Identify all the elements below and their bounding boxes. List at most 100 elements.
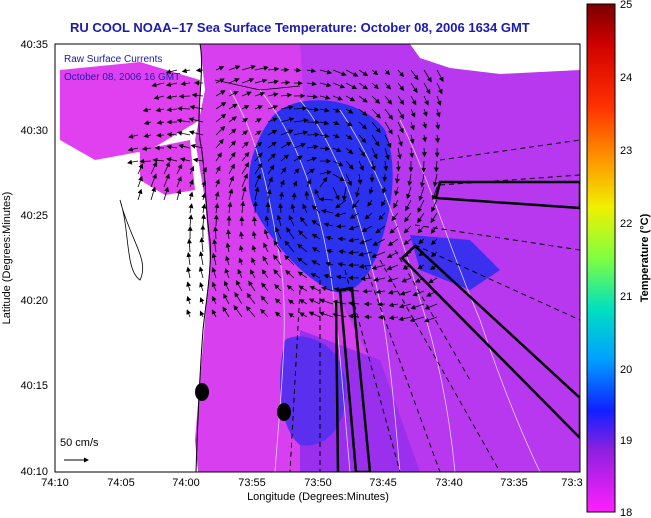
current-vector xyxy=(359,238,373,245)
current-vector xyxy=(418,186,425,202)
current-vector xyxy=(394,173,400,184)
current-vector xyxy=(189,104,204,110)
current-vector xyxy=(345,160,354,170)
current-vector xyxy=(434,134,440,144)
current-vector xyxy=(349,212,360,219)
current-vector xyxy=(357,173,363,185)
current-vector xyxy=(308,298,321,305)
current-vector xyxy=(178,143,191,149)
current-vector xyxy=(228,65,241,71)
current-vector xyxy=(419,173,425,188)
current-vector xyxy=(241,162,250,175)
current-vector xyxy=(228,175,235,188)
current-vector xyxy=(410,95,417,106)
current-vector xyxy=(371,108,381,119)
current-vector xyxy=(181,68,191,74)
colorbar-tick-label: 18 xyxy=(620,507,632,518)
current-vector xyxy=(372,238,386,246)
current-vector xyxy=(426,290,438,297)
current-vector xyxy=(371,251,386,258)
current-vector xyxy=(387,238,399,246)
current-vector xyxy=(409,147,415,159)
current-vector xyxy=(338,249,347,255)
current-vector xyxy=(199,310,205,318)
current-vector xyxy=(211,281,217,292)
current-vector xyxy=(215,178,220,188)
current-vector xyxy=(276,214,282,227)
x-tick-label: 73:50 xyxy=(304,477,332,489)
current-vector xyxy=(288,299,295,305)
current-vector xyxy=(280,80,291,86)
colorbar-tick-label: 21 xyxy=(620,291,632,303)
current-vector xyxy=(254,78,268,84)
current-vector xyxy=(291,192,297,201)
colorbar-tick-label: 22 xyxy=(620,218,632,230)
current-vector xyxy=(234,291,243,305)
colorbar-tick-label: 23 xyxy=(620,145,632,157)
current-vector xyxy=(319,170,332,175)
current-vector xyxy=(417,212,425,224)
current-vector xyxy=(241,141,249,149)
y-tick-label: 40:25 xyxy=(20,210,48,222)
current-vector xyxy=(332,147,342,153)
current-vector xyxy=(166,144,178,150)
current-vector xyxy=(228,91,239,97)
current-vector xyxy=(211,309,217,318)
current-vector xyxy=(251,244,257,253)
current-vector xyxy=(323,222,334,228)
current-vector xyxy=(358,108,368,117)
x-axis: 74:10 74:05 74:00 73:55 73:50 73:45 73:4… xyxy=(41,477,582,503)
current-vector xyxy=(279,191,284,201)
current-vector xyxy=(345,121,353,127)
current-vector xyxy=(254,105,264,110)
current-vector xyxy=(241,151,250,162)
current-vector xyxy=(325,235,334,241)
current-vector xyxy=(275,226,282,240)
current-vector xyxy=(371,147,378,160)
current-vector xyxy=(310,273,321,279)
current-vector xyxy=(381,186,387,194)
current-vector xyxy=(228,151,236,162)
current-vector xyxy=(228,78,240,84)
current-vector xyxy=(404,212,412,223)
current-vector xyxy=(297,243,308,253)
current-vector xyxy=(127,159,139,165)
current-vector xyxy=(335,274,347,280)
current-vector xyxy=(153,94,165,100)
current-vector xyxy=(299,216,308,227)
current-vector xyxy=(319,298,334,305)
current-vector xyxy=(163,186,169,201)
current-vector xyxy=(306,156,318,162)
current-vector xyxy=(223,293,230,305)
current-vector xyxy=(345,134,353,140)
current-vector xyxy=(286,227,295,240)
current-vector xyxy=(254,186,260,201)
current-vector xyxy=(306,144,319,150)
colorbar-gradient xyxy=(586,3,616,513)
current-vector xyxy=(332,312,347,318)
current-vector xyxy=(260,295,269,305)
buoy-marker xyxy=(277,403,291,421)
current-vector xyxy=(176,188,182,201)
current-vector xyxy=(273,269,282,279)
current-vector xyxy=(410,69,419,81)
current-vector xyxy=(431,186,438,201)
current-vector xyxy=(389,225,399,234)
current-vector xyxy=(213,226,219,240)
current-vector xyxy=(319,133,330,139)
current-vector xyxy=(267,141,277,149)
current-vector xyxy=(436,95,442,107)
current-vector xyxy=(332,120,340,126)
current-vector xyxy=(345,95,356,102)
current-vector xyxy=(186,266,192,279)
current-vector xyxy=(403,251,412,257)
current-vector xyxy=(267,66,280,72)
current-vector xyxy=(264,215,270,227)
currents-date-label: October 08, 2006 16 GMT xyxy=(64,72,180,83)
current-vector xyxy=(284,254,295,266)
current-vector xyxy=(137,188,143,201)
current-vector xyxy=(211,267,217,279)
current-vector xyxy=(417,264,425,270)
current-vector xyxy=(280,129,294,136)
